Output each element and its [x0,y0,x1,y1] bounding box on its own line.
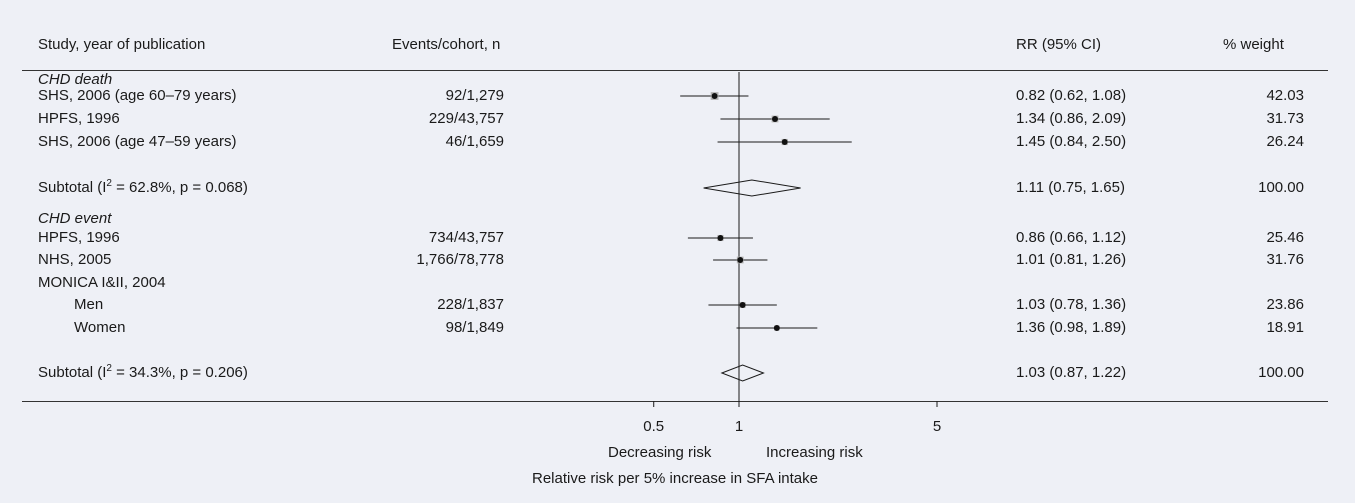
weight-value: 26.24 [1266,133,1304,150]
point-estimate [781,139,788,145]
rr-ci-value: 1.01 (0.81, 1.26) [1016,251,1127,268]
events-cohort: 46/1,659 [445,133,504,150]
events-cohort: 98/1,849 [445,319,504,336]
rr-ci-value: 1.03 (0.78, 1.36) [1016,296,1127,313]
subtotal-label-label-pre: Subtotal (I [38,364,107,381]
header-rr: RR (95% CI) [1016,36,1102,53]
group-label: CHD event [38,210,112,227]
rr-ci-value: 1.36 (0.98, 1.89) [1016,319,1127,336]
study-label: Women [74,319,126,336]
events-cohort: 229/43,757 [428,110,504,127]
study-label: HPFS, 1996 [38,229,120,246]
x-tick-label: 5 [932,418,942,435]
events-cohort: 1,766/78,778 [416,251,504,268]
subtotal-rr-ci-value: 1.11 (0.75, 1.65) [1016,179,1125,196]
header-weight: % weight [1223,36,1284,53]
subtotal-diamond [720,364,765,382]
group-label: CHD death [38,71,113,88]
study-label: Men [74,296,104,313]
subtotal-weight-value: 100.00 [1258,364,1304,381]
point-estimate [717,235,724,241]
subtotal-label-label-post: = 34.3%, p = 0.206) [111,364,248,381]
subtotal-diamond [703,179,801,197]
events-cohort: 92/1,279 [445,87,504,104]
weight-value: 31.76 [1266,251,1304,268]
study-label: HPFS, 1996 [38,110,120,127]
point-estimate [772,116,779,122]
weight-value: 31.73 [1266,110,1304,127]
header-events: Events/cohort, n [392,36,501,53]
rr-ci-value: 0.82 (0.62, 1.08) [1016,87,1127,104]
x-axis-title: Relative risk per 5% increase in SFA int… [532,470,818,487]
rr-ci-value: 1.34 (0.86, 2.09) [1016,110,1127,127]
study-label: MONICA I&II, 2004 [38,274,166,291]
point-estimate [711,93,718,99]
rr-ci-value: 1.45 (0.84, 2.50) [1016,133,1127,150]
footer-rule [22,401,1328,402]
study-label: SHS, 2006 (age 47–59 years) [38,133,237,150]
subtotal-label-sup: 2 [106,363,112,374]
weight-value: 25.46 [1266,229,1304,246]
weight-value: 42.03 [1266,87,1304,104]
point-estimate [739,302,746,308]
header-rule [22,70,1328,71]
subtotal-rr-ci-value: 1.03 (0.87, 1.22) [1016,364,1127,381]
increasing-risk-label: Increasing risk [766,444,863,461]
study-label: SHS, 2006 (age 60–79 years) [38,87,237,104]
x-tick-label: 0.5 [643,418,665,435]
events-cohort: 734/43,757 [428,229,504,246]
subtotal-weight-value: 100.00 [1258,179,1304,196]
subtotal-label-label-pre: Subtotal (I [38,179,107,196]
events-cohort: 228/1,837 [437,296,504,313]
weight-value: 18.91 [1266,319,1304,336]
subtotal-label: Subtotal (I2 = 62.8%, p = 0.068) [38,179,248,197]
subtotal-label-label-post: = 62.8%, p = 0.068) [111,179,248,196]
x-tick-label: 1 [734,418,744,435]
point-estimate [737,257,744,263]
weight-value: 23.86 [1266,296,1304,313]
decreasing-risk-label: Decreasing risk [608,444,712,461]
subtotal-label-sup: 2 [106,178,112,189]
study-label: NHS, 2005 [38,251,112,268]
header-study: Study, year of publication [38,36,206,53]
subtotal-label: Subtotal (I2 = 34.3%, p = 0.206) [38,364,248,382]
point-estimate [773,325,780,331]
rr-ci-value: 0.86 (0.66, 1.12) [1016,229,1127,246]
